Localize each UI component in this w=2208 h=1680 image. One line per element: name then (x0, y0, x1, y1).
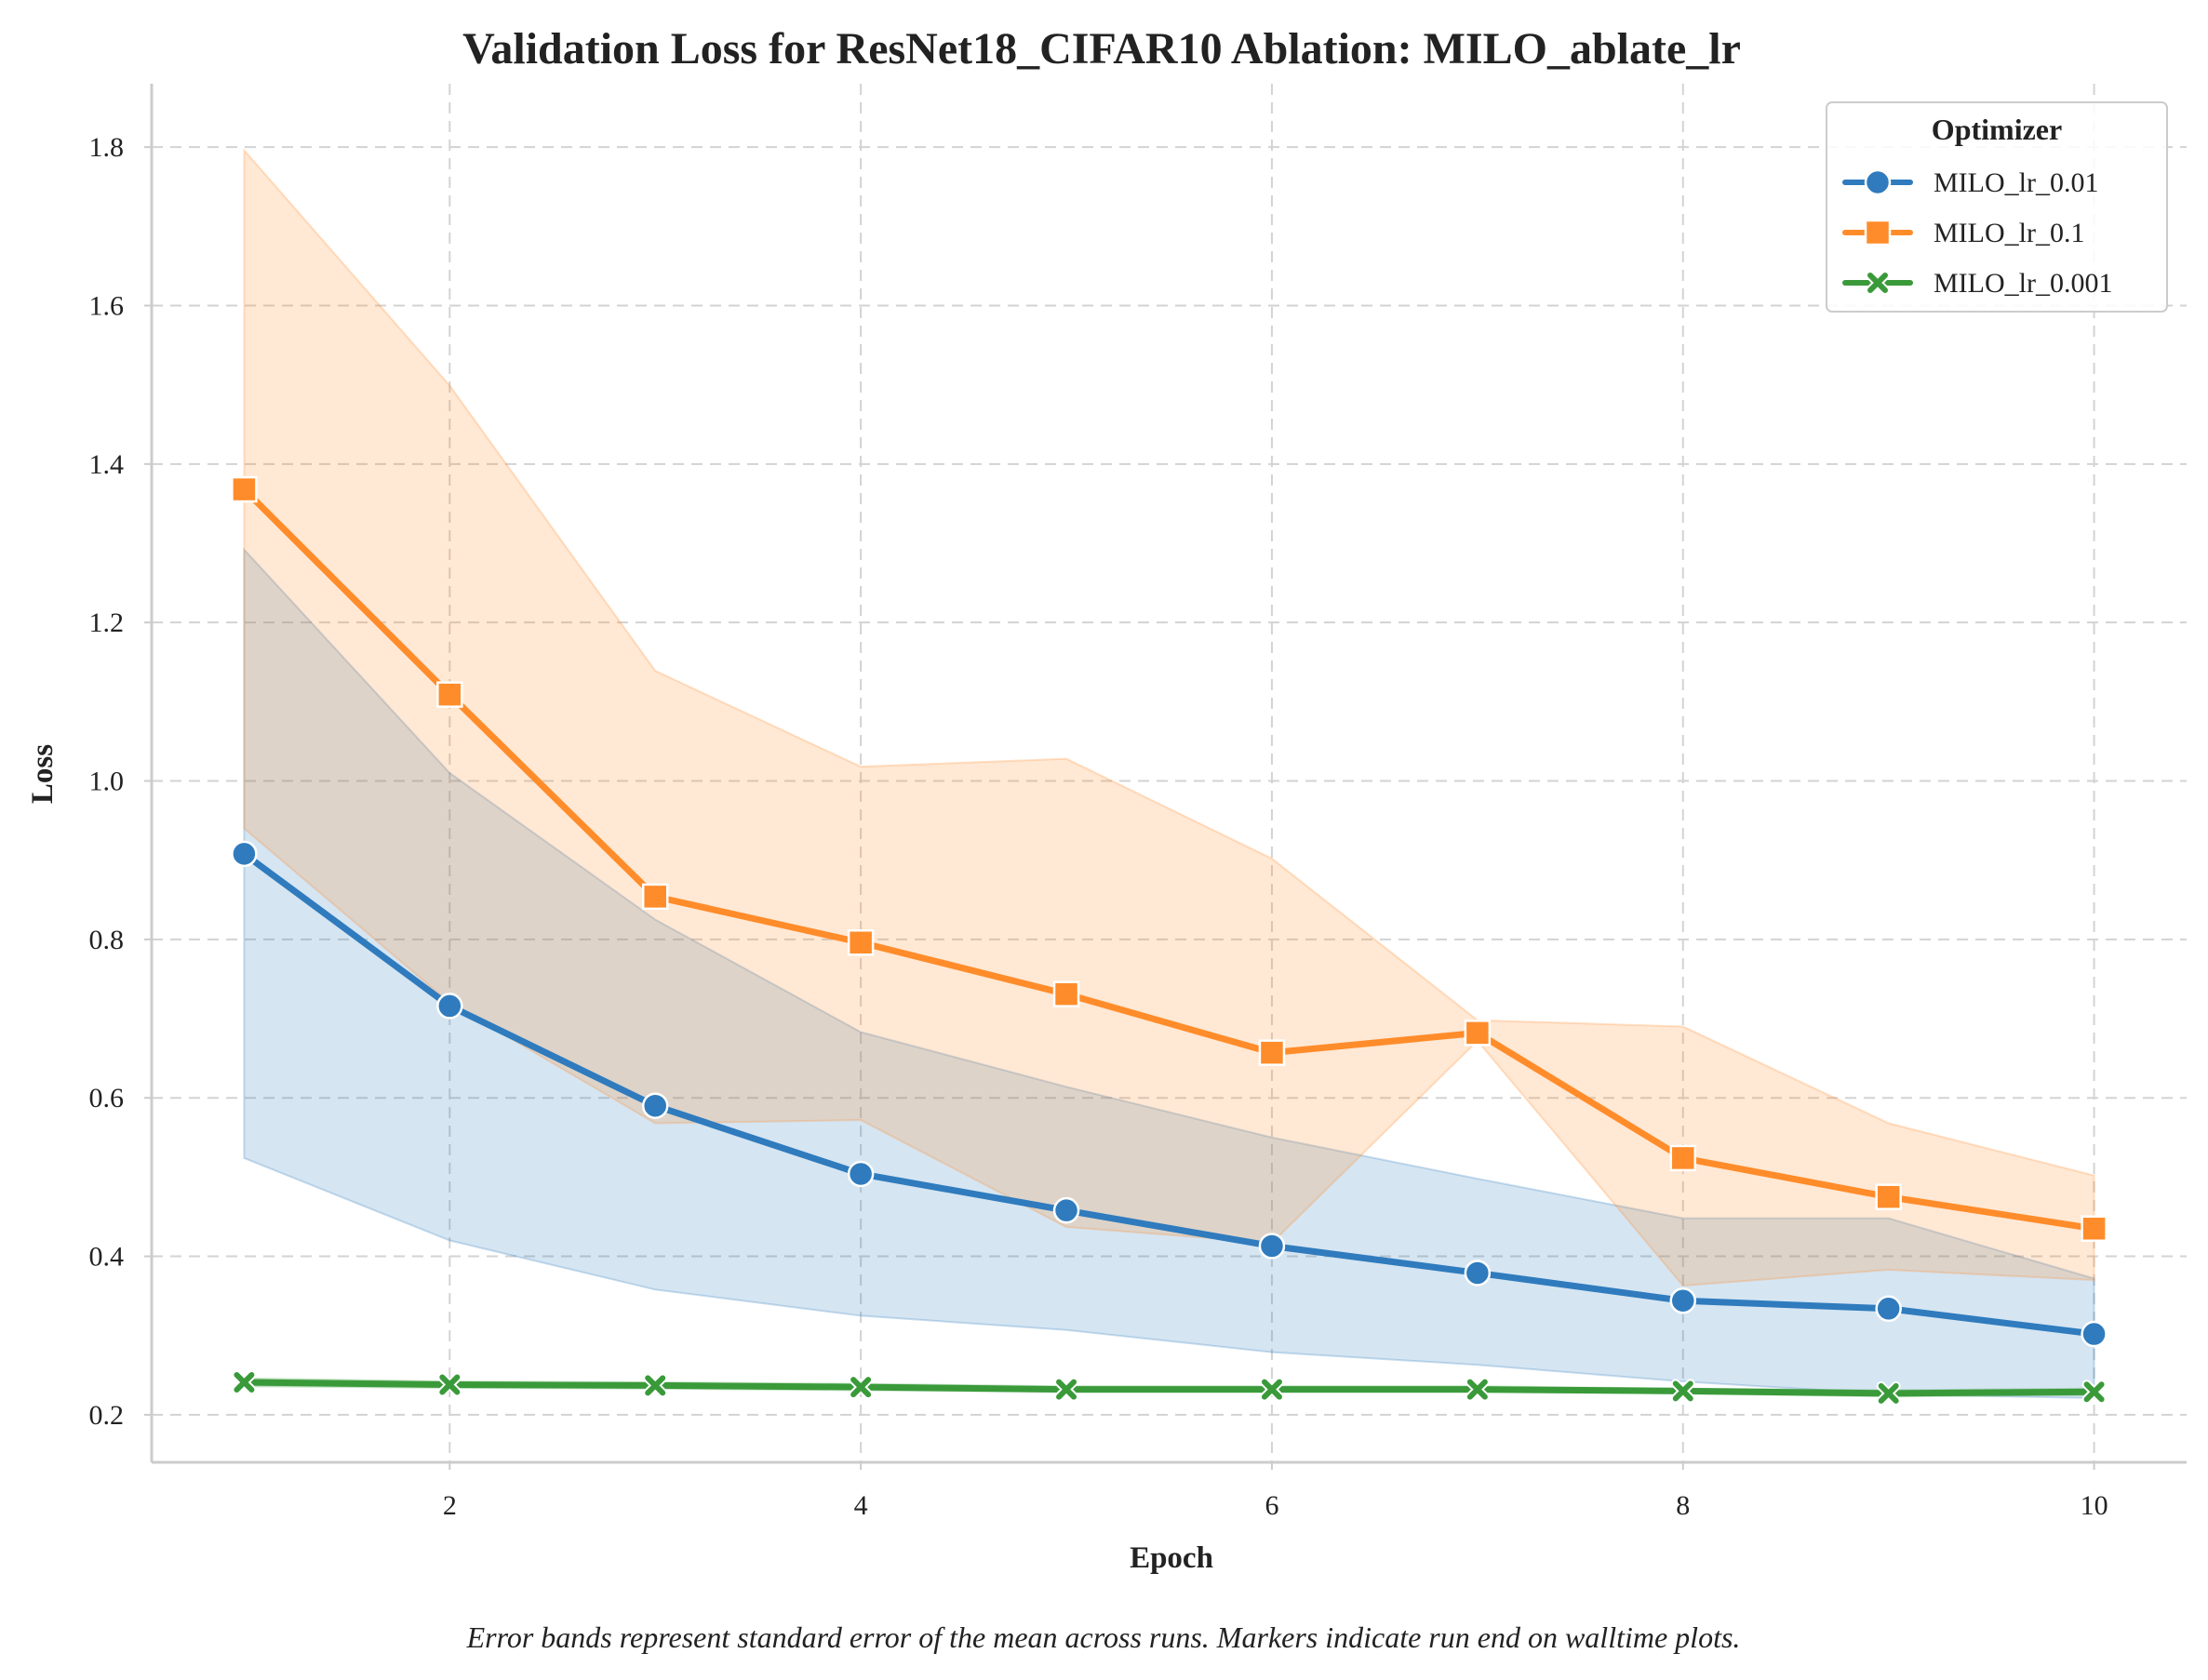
data-point-MILO_lr_0.1 (1258, 1039, 1286, 1066)
data-point-MILO_lr_0.1 (847, 929, 875, 956)
data-point-MILO_lr_0.1 (641, 883, 669, 911)
caption: Error bands represent standard error of … (466, 1620, 1741, 1654)
x-tick-label: 10 (2081, 1490, 2108, 1521)
y-tick-label: 0.6 (89, 1083, 125, 1113)
error-band-MILO_lr_0.1 (243, 147, 2095, 1287)
data-point-MILO_lr_0.001 (437, 1372, 462, 1397)
data-point-MILO_lr_0.001 (1876, 1380, 1901, 1406)
data-point-MILO_lr_0.1 (231, 475, 258, 503)
legend-marker (1864, 168, 1892, 196)
data-point-MILO_lr_0.01 (641, 1092, 669, 1119)
data-point-MILO_lr_0.001 (232, 1369, 257, 1394)
data-point-MILO_lr_0.1 (1875, 1183, 1902, 1210)
data-point-MILO_lr_0.01 (436, 993, 463, 1020)
data-point-MILO_lr_0.01 (2081, 1320, 2108, 1348)
data-point-MILO_lr_0.001 (643, 1373, 668, 1398)
data-point-MILO_lr_0.01 (231, 840, 258, 868)
legend-marker (1864, 219, 1892, 247)
data-point-MILO_lr_0.01 (1258, 1233, 1286, 1260)
y-tick-label: 0.2 (89, 1400, 125, 1431)
legend-marker (1866, 271, 1890, 295)
x-tick-label: 4 (854, 1490, 868, 1521)
series-line-MILO_lr_0.1 (240, 486, 2098, 1233)
data-point-MILO_lr_0.01 (1669, 1287, 1697, 1314)
x-axis-title: Epoch (1130, 1541, 1213, 1575)
data-point-MILO_lr_0.01 (1052, 1196, 1080, 1224)
legend: Optimizer MILO_lr_0.01MILO_lr_0.1MILO_lr… (1826, 101, 2168, 313)
y-tick-label: 0.4 (89, 1242, 125, 1273)
y-tick-label: 1.2 (89, 607, 125, 638)
x-tick-label: 2 (443, 1490, 457, 1521)
data-point-MILO_lr_0.1 (1669, 1144, 1697, 1172)
data-point-MILO_lr_0.1 (1052, 980, 1080, 1007)
series-line-MILO_lr_0.001 (240, 1379, 2098, 1397)
data-point-MILO_lr_0.001 (1465, 1377, 1490, 1402)
y-axis-title: Loss (26, 744, 60, 804)
legend-box (1826, 101, 2168, 313)
legend-entry: MILO_lr_0.01 (1842, 167, 2098, 198)
data-point-MILO_lr_0.001 (1054, 1377, 1079, 1402)
y-tick-label: 1.8 (89, 132, 125, 163)
data-point-MILO_lr_0.1 (436, 681, 463, 708)
legend-entries: MILO_lr_0.01 MILO_lr_0.1 MILO_lr_0.001 (1842, 167, 2112, 299)
data-point-MILO_lr_0.01 (847, 1160, 875, 1188)
data-point-MILO_lr_0.01 (1464, 1260, 1492, 1287)
legend-title: Optimizer (1932, 113, 2062, 146)
y-tick-label: 1.6 (89, 290, 125, 321)
data-point-MILO_lr_0.01 (1875, 1295, 1902, 1323)
data-point-MILO_lr_0.001 (849, 1375, 874, 1400)
data-point-MILO_lr_0.001 (1259, 1377, 1284, 1402)
data-point-MILO_lr_0.1 (1464, 1020, 1492, 1047)
legend-entry: MILO_lr_0.1 (1842, 218, 2084, 248)
series-markers (231, 475, 2108, 1406)
legend-label: MILO_lr_0.001 (1934, 268, 2112, 299)
data-point-MILO_lr_0.001 (2081, 1380, 2107, 1405)
y-tick-label: 0.8 (89, 925, 125, 955)
legend-label: MILO_lr_0.01 (1934, 167, 2098, 198)
series-lines (240, 486, 2098, 1397)
legend-entry: MILO_lr_0.001 (1842, 268, 2112, 299)
legend-label: MILO_lr_0.1 (1934, 218, 2084, 248)
y-tick-label: 1.0 (89, 767, 125, 797)
y-tick-label: 1.4 (89, 449, 125, 480)
x-tick-label: 8 (1676, 1490, 1690, 1521)
data-point-MILO_lr_0.001 (1670, 1379, 1695, 1404)
error-bands (243, 147, 2095, 1400)
x-tick-label: 6 (1265, 1490, 1278, 1521)
axes: 2 4 6 8 10 0.2 0.4 0.6 0.8 1.0 1.2 1.4 1.6 1.8 (89, 84, 2187, 1521)
series-line-MILO_lr_0.01 (240, 850, 2098, 1338)
chart-title: Validation Loss for ResNet18_CIFAR10 Abl… (462, 24, 1741, 73)
data-point-MILO_lr_0.1 (2081, 1215, 2108, 1242)
